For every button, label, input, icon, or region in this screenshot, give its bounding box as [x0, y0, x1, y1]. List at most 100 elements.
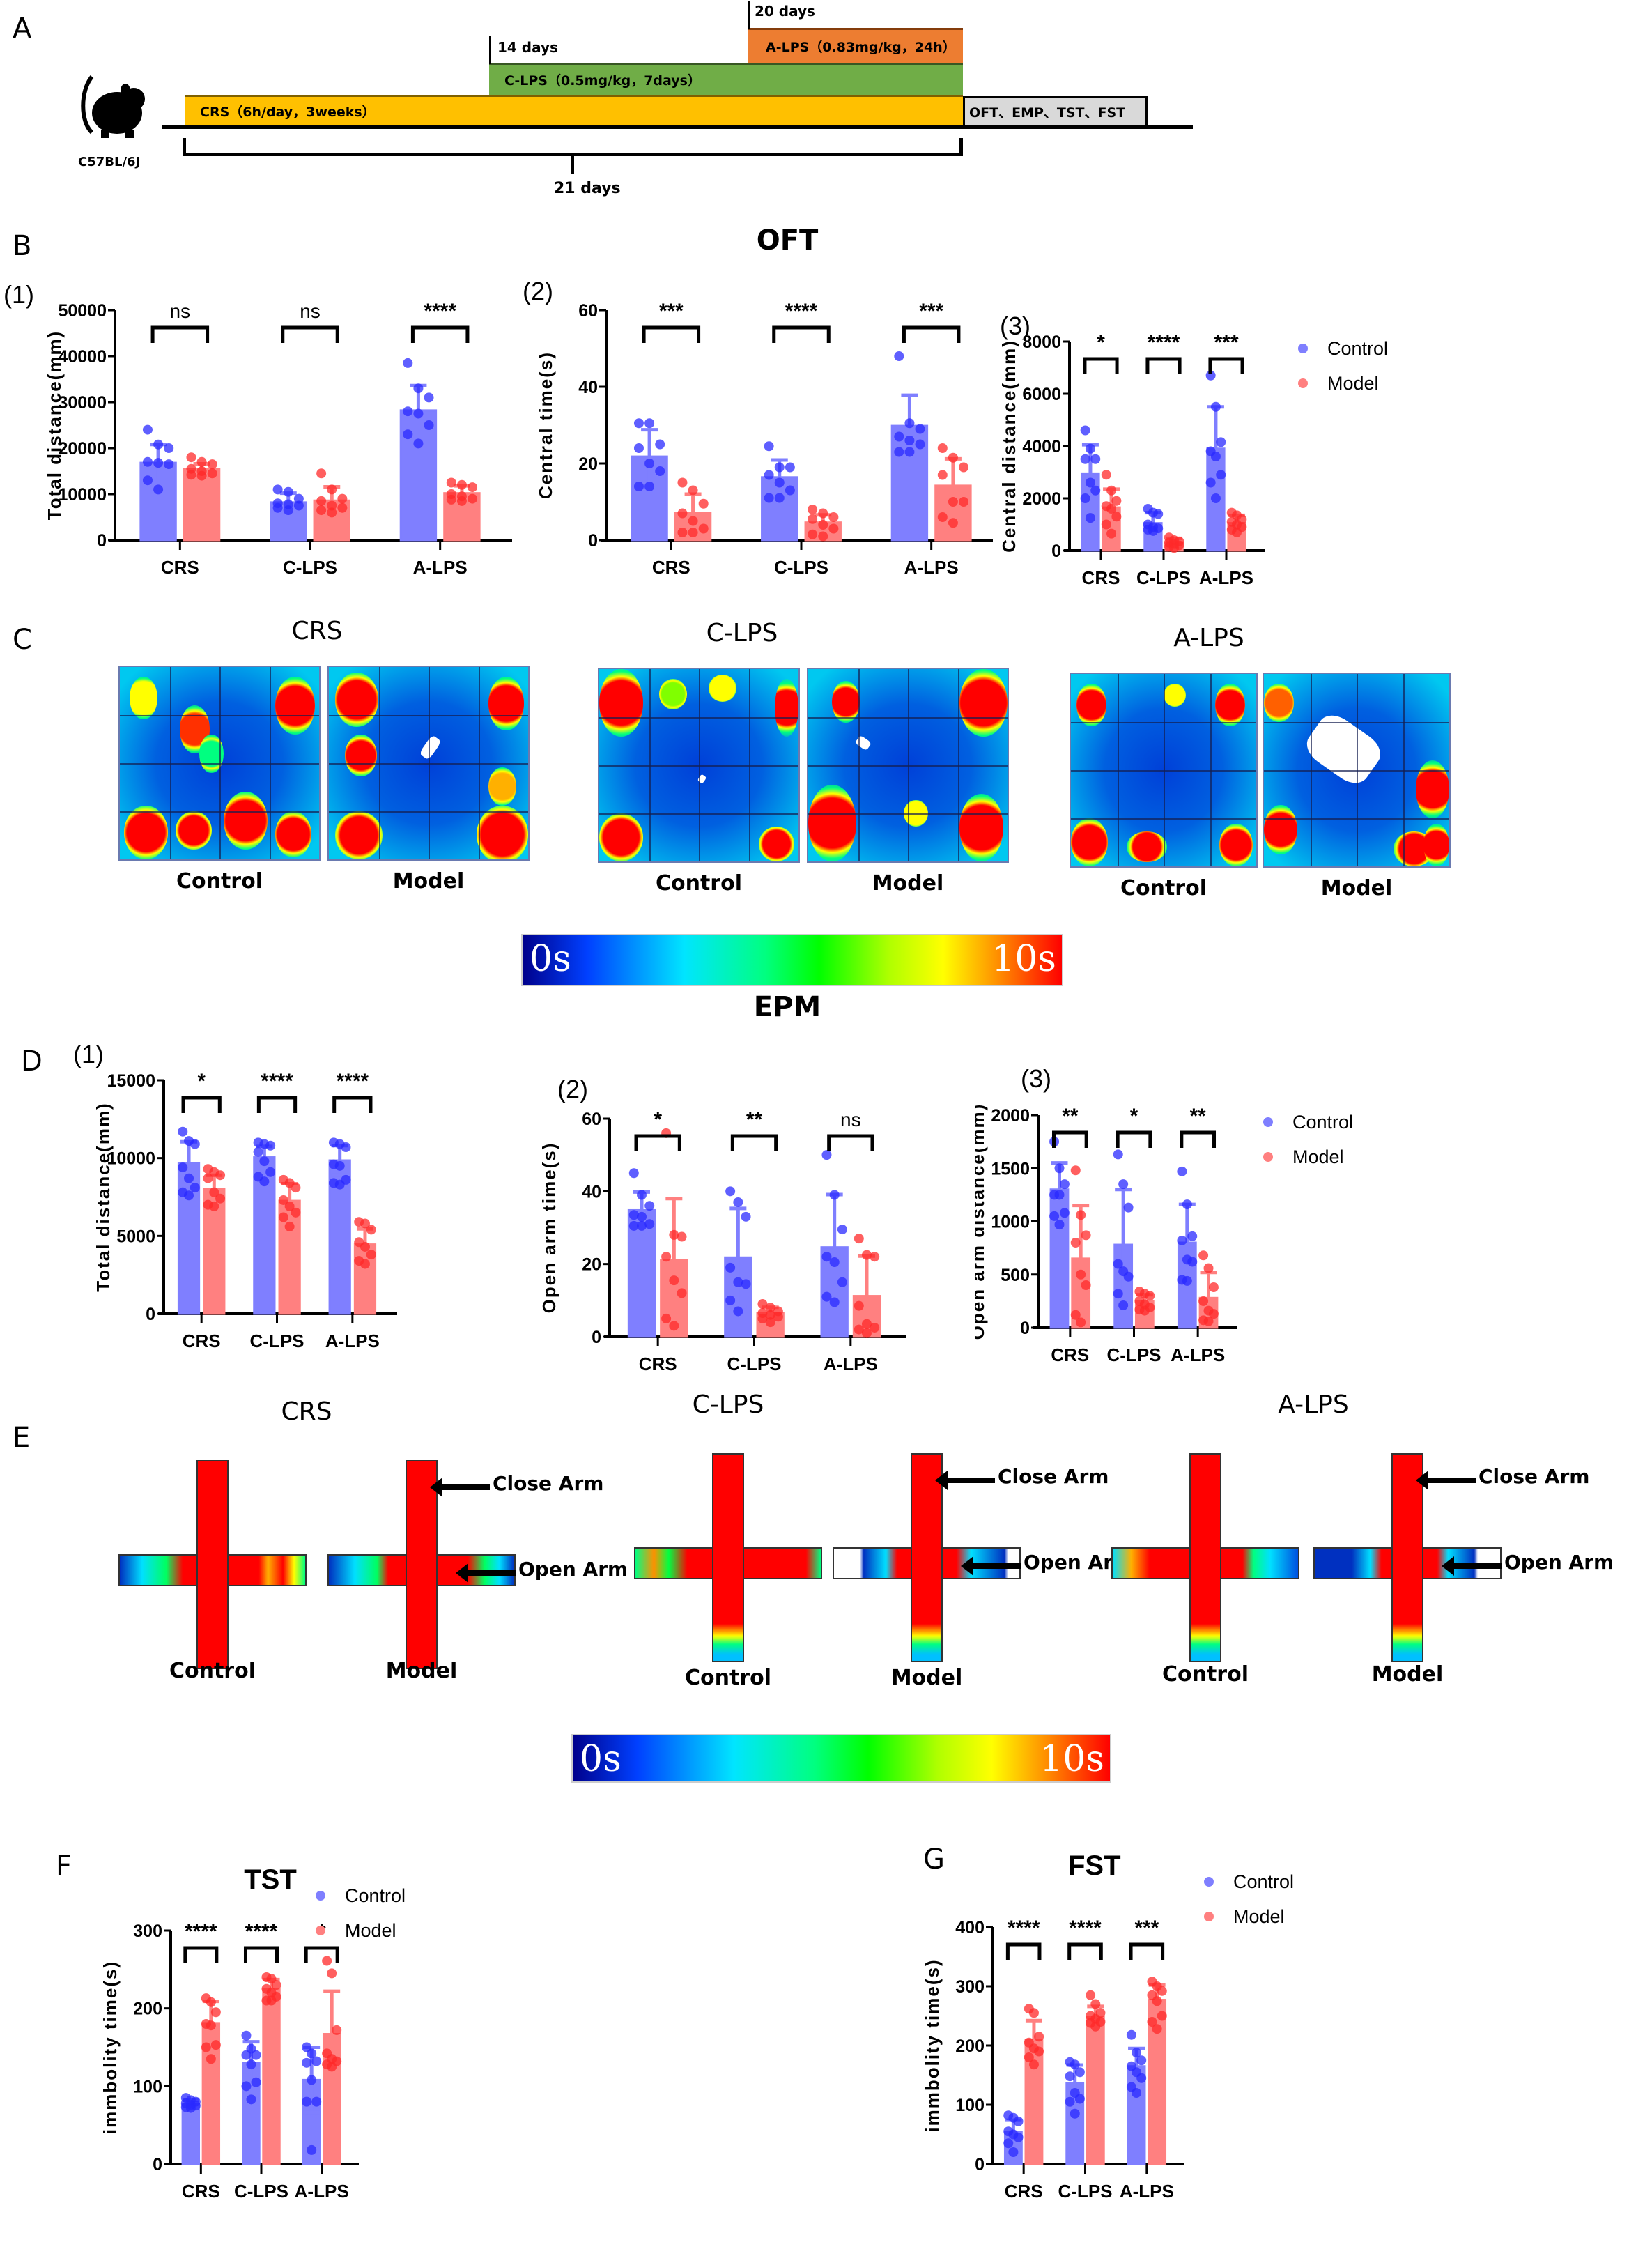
data-point: [1076, 1210, 1086, 1220]
epm-heatmap-title: C-LPS: [692, 1390, 764, 1419]
heat-spot: [199, 734, 224, 773]
significance-bracket: [1067, 1942, 1103, 1960]
heat-spot: [808, 784, 856, 861]
y-tick-label: 40: [582, 1182, 601, 1202]
data-point: [1177, 1235, 1187, 1245]
panel-label-e: E: [13, 1422, 31, 1454]
data-point: [186, 452, 196, 463]
data-point: [164, 443, 174, 453]
data-point: [1090, 454, 1101, 464]
data-point: [413, 383, 424, 394]
x-tick-label: CRS: [182, 2181, 220, 2202]
data-point: [644, 459, 655, 468]
grid-line: [599, 813, 798, 815]
data-point: [765, 1317, 775, 1328]
data-point: [959, 462, 969, 473]
data-point: [1106, 504, 1117, 514]
data-point: [366, 1225, 376, 1235]
data-point: [1148, 525, 1158, 536]
epm-heatmap-title: A-LPS: [1278, 1390, 1349, 1419]
heat-spot: [959, 669, 1008, 737]
data-point: [1182, 1275, 1192, 1286]
data-point: [360, 1218, 370, 1229]
data-point: [633, 482, 644, 491]
close-arm-label: Close Arm: [998, 1465, 1109, 1488]
chart-oft-central-distance: (3) 0 2000 4000 6000 8000 Central distance(mm)…: [989, 265, 1652, 613]
data-point: [1113, 1259, 1123, 1269]
heat-spot: [176, 811, 212, 850]
data-point: [1080, 454, 1090, 464]
y-axis-label: Total distance(mm): [44, 330, 65, 520]
chart-sub-label: (2): [523, 277, 553, 305]
heat-spot: [1264, 683, 1294, 722]
data-point: [904, 447, 915, 457]
epm-heatmap-model-label: Model: [890, 1666, 963, 1690]
data-point: [207, 468, 217, 479]
data-point: [153, 458, 164, 468]
panel-label-g: G: [923, 1843, 945, 1875]
significance-label: ****: [1148, 331, 1180, 354]
data-point: [1074, 2094, 1085, 2104]
y-tick-label: 500: [1001, 1266, 1030, 1285]
x-tick-label: CRS: [1082, 567, 1120, 588]
chart-sub-label: (1): [73, 1045, 104, 1068]
data-point: [764, 470, 774, 480]
data-point: [1070, 1238, 1081, 1248]
x-tick-label: CRS: [652, 557, 690, 578]
heat-spot: [599, 813, 643, 861]
y-tick-label: 0: [1020, 1319, 1030, 1338]
oft-colorbar: 0s 10s: [521, 934, 1063, 986]
significance-label: ns: [300, 300, 321, 322]
data-point: [206, 2020, 216, 2031]
legend-model-label: Model: [1327, 373, 1379, 394]
significance-bracket: [642, 325, 701, 343]
unvisited-region: [419, 735, 442, 761]
data-point: [210, 2007, 221, 2018]
data-point: [669, 1229, 679, 1240]
data-point: [1216, 437, 1226, 447]
data-point: [644, 418, 655, 429]
heat-spot: [1076, 683, 1106, 726]
data-point: [360, 1241, 370, 1252]
data-point: [334, 1179, 345, 1190]
chart-title: TST: [244, 1864, 297, 1895]
epm-heatmap-title: CRS: [281, 1397, 332, 1426]
heat-spot: [488, 676, 525, 731]
data-point: [1024, 2052, 1034, 2062]
bar-model-c-lps: [1086, 2016, 1105, 2165]
data-point: [1157, 2011, 1167, 2021]
y-tick-label: 300: [955, 1977, 985, 1997]
x-tick-label: A-LPS: [1120, 2181, 1174, 2202]
open-arm-label: Open Arm: [1504, 1551, 1614, 1574]
data-point: [688, 516, 698, 526]
data-point: [1101, 470, 1111, 480]
chart-fst: FST 0 100 200 300 400 immbolity time(s) CRS ****…: [906, 1833, 1652, 2253]
significance-bracket: [772, 325, 831, 343]
data-point: [456, 479, 467, 490]
significance-label: ***: [919, 300, 943, 323]
data-point: [1123, 1271, 1134, 1282]
data-point: [904, 418, 915, 429]
close-arm: [1189, 1453, 1221, 1662]
data-point: [1118, 1179, 1129, 1190]
heat-spot: [658, 678, 687, 709]
oft-heatmap-model-label: Model: [872, 871, 944, 896]
data-point: [628, 1220, 639, 1231]
data-point: [327, 484, 337, 495]
chart-svg: TST 0 100 200 300 immbolity time(s) CRS **** C-L…: [100, 1864, 406, 2202]
y-tick-label: 0: [975, 2155, 985, 2174]
data-point: [1152, 2024, 1162, 2034]
y-tick-label: 200: [133, 2000, 162, 2019]
open-arm-arrow: [961, 1556, 1021, 1576]
data-point: [1132, 2088, 1142, 2098]
data-point: [446, 494, 456, 505]
oft-heatmap-crs-control: [118, 666, 321, 861]
data-point: [1118, 1300, 1129, 1310]
data-point: [327, 507, 337, 518]
bar-model-c-lps: [262, 1988, 281, 2165]
data-point: [1210, 452, 1221, 461]
oft-colorbar-max: 10s: [991, 938, 1056, 980]
close-arm-arrow: [430, 1478, 490, 1497]
significance-bracket: [1083, 357, 1119, 374]
